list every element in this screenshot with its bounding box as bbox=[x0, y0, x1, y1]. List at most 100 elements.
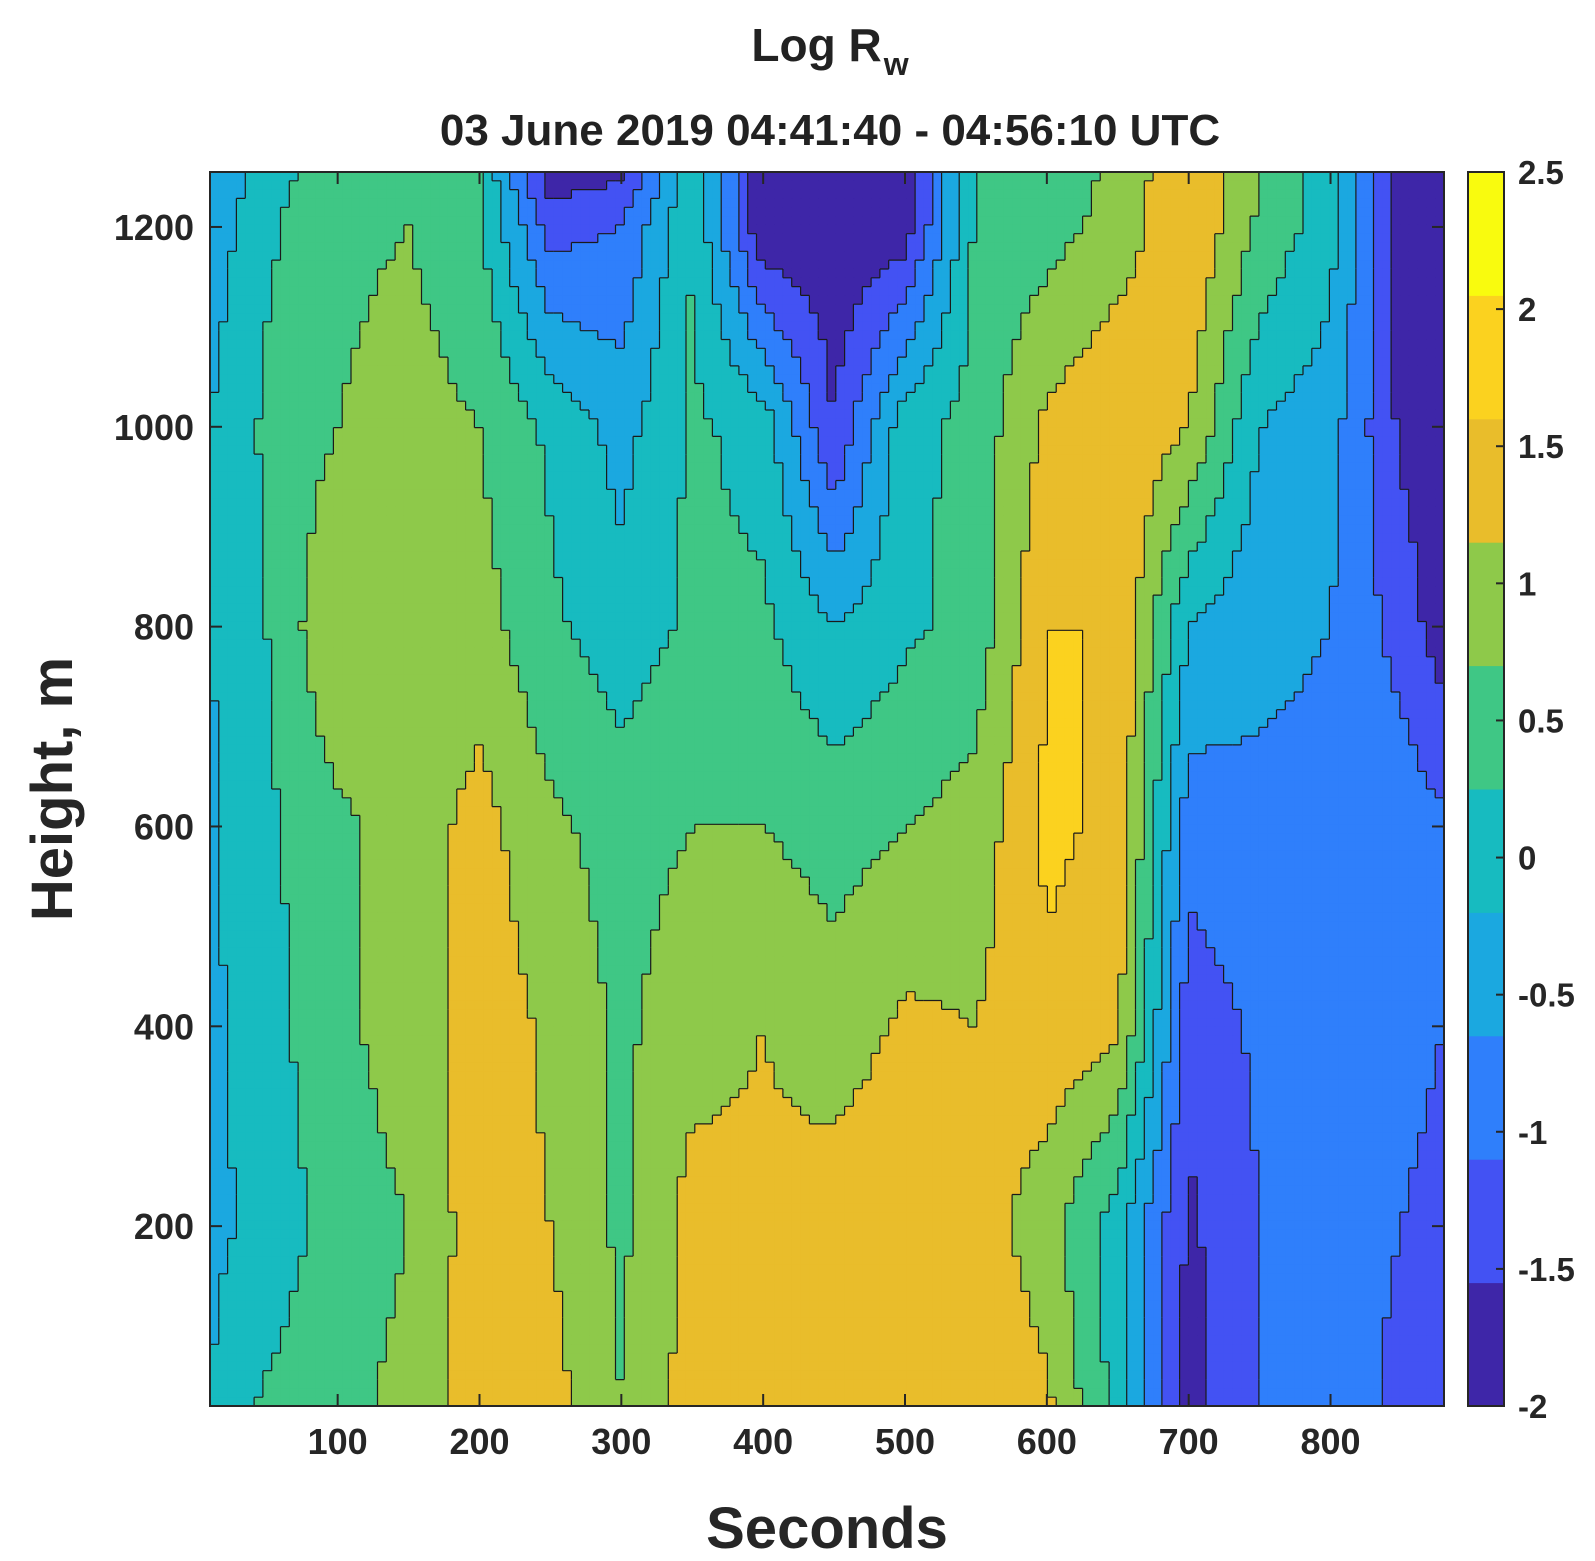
field-cell bbox=[1020, 480, 1031, 490]
field-cell bbox=[782, 436, 793, 446]
field-cell bbox=[1170, 295, 1181, 305]
field-cell bbox=[509, 374, 520, 385]
field-cell bbox=[474, 471, 484, 482]
field-cell bbox=[1056, 401, 1066, 411]
field-cell bbox=[1258, 224, 1269, 235]
field-cell bbox=[1258, 418, 1269, 429]
field-cell bbox=[1311, 339, 1322, 349]
field-cell bbox=[650, 374, 661, 385]
field-cell bbox=[254, 462, 264, 473]
field-cell bbox=[1170, 365, 1181, 376]
field-cell bbox=[474, 260, 484, 270]
field-cell bbox=[633, 268, 643, 279]
field-cell bbox=[306, 295, 317, 305]
field-cell bbox=[562, 454, 572, 464]
field-cell bbox=[359, 251, 370, 261]
field-cell bbox=[1399, 207, 1410, 217]
field-cell bbox=[809, 330, 819, 341]
field-cell bbox=[1214, 348, 1225, 358]
field-cell bbox=[1206, 409, 1216, 420]
field-cell bbox=[1302, 436, 1313, 446]
field-cell bbox=[1179, 383, 1189, 393]
field-cell bbox=[1047, 462, 1057, 473]
field-cell bbox=[906, 313, 916, 323]
field-cell bbox=[1214, 330, 1225, 341]
field-cell bbox=[835, 251, 846, 261]
field-cell bbox=[1399, 436, 1410, 446]
field-cell bbox=[1091, 224, 1101, 235]
field-cell bbox=[1311, 427, 1322, 438]
field-cell bbox=[1038, 207, 1048, 217]
field-cell bbox=[941, 251, 951, 261]
field-cell bbox=[1223, 233, 1234, 244]
field-cell bbox=[1056, 242, 1066, 252]
field-cell bbox=[403, 286, 414, 296]
field-cell bbox=[791, 383, 802, 393]
field-cell bbox=[254, 216, 264, 226]
field-cell bbox=[518, 383, 528, 393]
field-cell bbox=[1417, 277, 1427, 288]
field-cell bbox=[544, 216, 555, 226]
field-cell bbox=[624, 286, 634, 296]
field-cell bbox=[897, 216, 907, 226]
field-cell bbox=[536, 277, 546, 288]
field-cell bbox=[818, 339, 828, 349]
field-cell bbox=[685, 348, 696, 358]
field-cell bbox=[500, 462, 511, 473]
field-cell bbox=[1091, 304, 1101, 314]
field-cell bbox=[606, 180, 617, 191]
field-cell bbox=[1329, 207, 1339, 217]
field-cell bbox=[1320, 339, 1331, 349]
field-cell bbox=[1364, 216, 1375, 226]
field-cell bbox=[1047, 189, 1057, 200]
field-cell bbox=[1364, 304, 1375, 314]
field-cell bbox=[738, 251, 749, 261]
field-cell bbox=[827, 286, 837, 296]
field-cell bbox=[1117, 189, 1128, 200]
field-cell bbox=[1311, 251, 1322, 261]
field-cell bbox=[1435, 286, 1444, 296]
field-cell bbox=[659, 427, 669, 438]
field-cell bbox=[1135, 304, 1145, 314]
field-cell bbox=[447, 330, 458, 341]
field-cell bbox=[218, 339, 229, 349]
field-cell bbox=[500, 189, 511, 200]
field-cell bbox=[456, 268, 467, 279]
field-cell bbox=[439, 321, 449, 332]
field-cell bbox=[306, 436, 317, 446]
field-cell bbox=[430, 242, 440, 252]
field-cell bbox=[703, 313, 714, 323]
field-cell bbox=[633, 180, 643, 191]
field-cell bbox=[1020, 436, 1031, 446]
field-cell bbox=[580, 401, 590, 411]
field-cell bbox=[1320, 445, 1331, 455]
field-cell bbox=[518, 216, 528, 226]
field-cell bbox=[368, 251, 379, 261]
field-cell bbox=[1391, 357, 1401, 367]
field-cell bbox=[324, 454, 334, 464]
field-cell bbox=[694, 251, 705, 261]
field-cell bbox=[456, 462, 467, 473]
field-cell bbox=[906, 365, 916, 376]
field-cell bbox=[1320, 251, 1331, 261]
field-cell bbox=[1144, 286, 1154, 296]
field-cell bbox=[844, 198, 855, 208]
field-cell bbox=[1258, 260, 1269, 270]
field-cell bbox=[650, 339, 661, 349]
field-cell bbox=[333, 409, 343, 420]
field-cell bbox=[1232, 172, 1242, 182]
field-cell bbox=[271, 348, 282, 358]
field-cell bbox=[756, 454, 766, 464]
field-cell bbox=[447, 189, 458, 200]
field-cell bbox=[315, 172, 326, 182]
field-cell bbox=[492, 295, 502, 305]
field-cell bbox=[580, 251, 590, 261]
field-cell bbox=[236, 454, 246, 464]
field-cell bbox=[447, 357, 458, 367]
field-cell bbox=[1285, 189, 1295, 200]
field-cell bbox=[950, 295, 960, 305]
field-cell bbox=[403, 216, 414, 226]
field-cell bbox=[906, 304, 916, 314]
field-cell bbox=[871, 189, 881, 200]
field-cell bbox=[1417, 216, 1427, 226]
